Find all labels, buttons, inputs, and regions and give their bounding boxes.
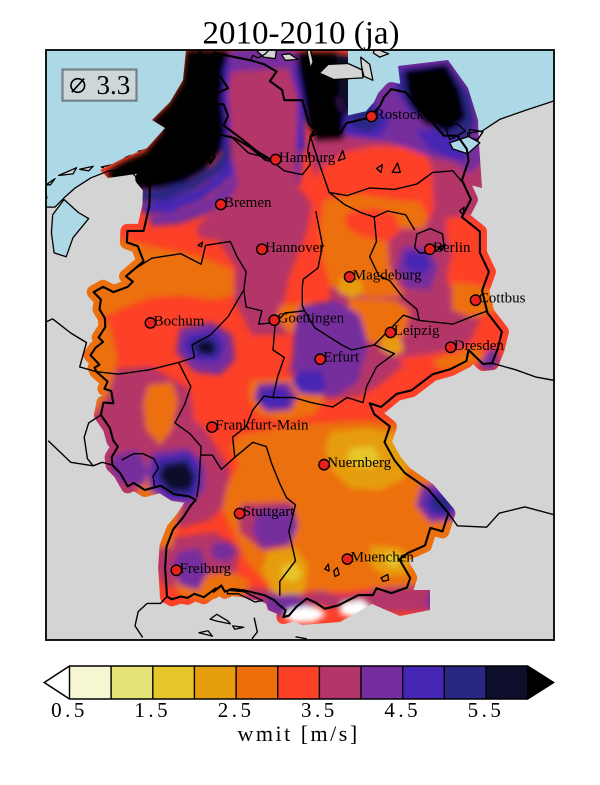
- svg-text:Bochum: Bochum: [154, 313, 205, 329]
- svg-text:0.5: 0.5: [51, 698, 88, 722]
- svg-text:Leipzig: Leipzig: [394, 323, 440, 339]
- svg-text:Dresden: Dresden: [454, 338, 504, 354]
- svg-text:4.5: 4.5: [384, 698, 421, 722]
- svg-text:3.3: 3.3: [97, 70, 131, 100]
- svg-text:Magdeburg: Magdeburg: [353, 267, 422, 283]
- svg-text:Hamburg: Hamburg: [279, 150, 336, 166]
- svg-text:Hannover: Hannover: [265, 240, 324, 256]
- svg-text:3.5: 3.5: [301, 698, 338, 722]
- svg-text:5.5: 5.5: [468, 698, 505, 722]
- svg-text:Cottbus: Cottbus: [479, 291, 526, 307]
- svg-text:Freiburg: Freiburg: [180, 561, 232, 577]
- svg-text:2.5: 2.5: [218, 698, 255, 722]
- svg-text:1.5: 1.5: [134, 698, 171, 722]
- svg-text:Berlin: Berlin: [433, 240, 471, 256]
- svg-text:Goettingen: Goettingen: [278, 311, 345, 327]
- svg-text:Rostock: Rostock: [375, 107, 425, 123]
- svg-text:Bremen: Bremen: [224, 195, 272, 211]
- svg-text:Stuttgart: Stuttgart: [243, 504, 295, 520]
- svg-text:Frankfurt-Main: Frankfurt-Main: [215, 418, 309, 434]
- svg-text:wmit [m/s]: wmit [m/s]: [238, 721, 360, 746]
- svg-text:2010-2010 (ja): 2010-2010 (ja): [202, 16, 399, 52]
- svg-text:Erfurt: Erfurt: [323, 350, 360, 366]
- svg-text:Nuernberg: Nuernberg: [327, 455, 391, 471]
- svg-text:Muenchen: Muenchen: [351, 550, 415, 566]
